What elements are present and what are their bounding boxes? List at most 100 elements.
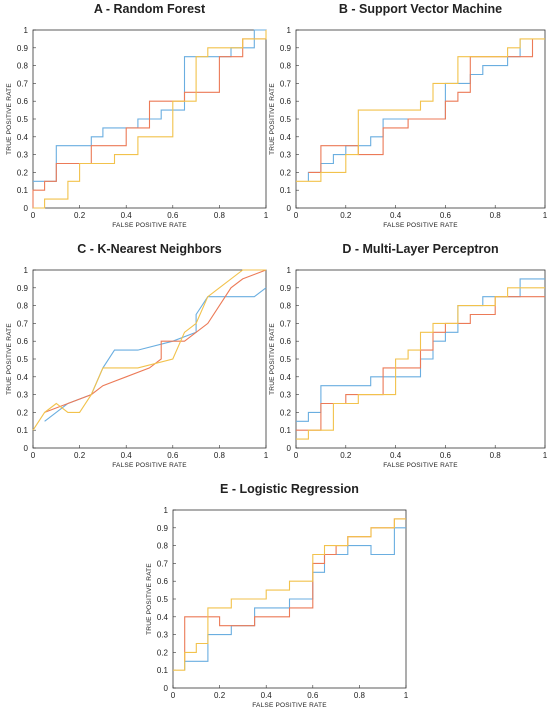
y-tick-label: 0.7 bbox=[17, 79, 29, 88]
y-tick-label: 0.1 bbox=[17, 426, 29, 435]
x-tick-label: 0.4 bbox=[121, 451, 133, 460]
chart-panel-2: B - Support Vector Machine 0 0.1 0.2 0.3 0.4 0… bbox=[269, 2, 548, 229]
y-tick-label: 0.5 bbox=[17, 115, 29, 124]
y-tick-label: 0.9 bbox=[280, 284, 292, 293]
y-tick-label: 0.9 bbox=[17, 284, 29, 293]
y-tick-label: 0.9 bbox=[17, 44, 29, 53]
x-tick-label: 0.8 bbox=[354, 691, 366, 700]
y-tick-label: 0.3 bbox=[280, 151, 292, 160]
x-tick-label: 1 bbox=[264, 211, 269, 220]
y-tick-label: 1 bbox=[287, 266, 292, 275]
x-tick-label: 0.4 bbox=[261, 691, 273, 700]
y-tick-label: 0.3 bbox=[157, 631, 169, 640]
chart-panel-1: A - Random Forest 0 0.1 0.2 0.3 0.4 0.5 0.6 0.7 0… bbox=[6, 2, 269, 229]
chart-title: A - Random Forest bbox=[94, 2, 206, 16]
y-tick-label: 0.3 bbox=[280, 391, 292, 400]
y-tick-label: 1 bbox=[24, 266, 29, 275]
roc-curve-blue bbox=[184, 527, 406, 671]
x-tick-label: 0.6 bbox=[440, 211, 452, 220]
y-tick-label: 0.5 bbox=[280, 115, 292, 124]
y-tick-label: 0.9 bbox=[280, 44, 292, 53]
y-tick-label: 0.5 bbox=[17, 355, 29, 364]
y-tick-label: 0.3 bbox=[17, 391, 29, 400]
y-tick-label: 0.2 bbox=[17, 408, 29, 417]
chart-title: D - Multi-Layer Perceptron bbox=[342, 242, 498, 256]
roc-curve-red bbox=[32, 38, 266, 208]
chart-panel-5: E - Logistic Regression 0 0.1 0.2 0.3 0.4 0.5 0… bbox=[146, 482, 409, 709]
chart-title: E - Logistic Regression bbox=[220, 482, 359, 496]
y-tick-label: 0.4 bbox=[280, 133, 292, 142]
y-tick-label: 0 bbox=[287, 444, 292, 453]
roc-curve-red bbox=[184, 518, 406, 662]
x-tick-label: 0.6 bbox=[440, 451, 452, 460]
y-tick-label: 1 bbox=[287, 26, 292, 35]
roc-curve-blue bbox=[44, 287, 267, 422]
chart-panel-3: C - K-Nearest Neighbors 0 0.1 0.2 0.3 0.4 0.5 0… bbox=[6, 242, 269, 469]
y-tick-label: 0.8 bbox=[17, 302, 29, 311]
chart-title: B - Support Vector Machine bbox=[339, 2, 502, 16]
x-tick-label: 1 bbox=[264, 451, 269, 460]
x-tick-label: 0.2 bbox=[340, 451, 352, 460]
x-tick-label: 0.8 bbox=[214, 211, 226, 220]
x-tick-label: 1 bbox=[404, 691, 409, 700]
y-tick-label: 0.6 bbox=[17, 97, 29, 106]
y-tick-label: 0.6 bbox=[280, 97, 292, 106]
chart-panel-4: D - Multi-Layer Perceptron 0 0.1 0.2 0.3 0.4 0… bbox=[269, 242, 548, 469]
y-tick-label: 0.4 bbox=[17, 373, 29, 382]
roc-curve-yellow bbox=[32, 269, 266, 431]
chart-title: C - K-Nearest Neighbors bbox=[77, 242, 222, 256]
roc-curve-yellow bbox=[33, 30, 267, 209]
x-axis-label: FALSE POSITIVE RATE bbox=[383, 222, 458, 229]
y-tick-label: 0.4 bbox=[280, 373, 292, 382]
x-tick-label: 0.6 bbox=[167, 451, 179, 460]
y-tick-label: 0.5 bbox=[157, 595, 169, 604]
x-tick-label: 1 bbox=[543, 451, 548, 460]
y-tick-label: 0.2 bbox=[280, 168, 292, 177]
roc-curve-yellow bbox=[173, 518, 406, 671]
roc-curve-yellow bbox=[296, 38, 545, 182]
x-tick-label: 0.2 bbox=[74, 211, 86, 220]
y-tick-label: 0 bbox=[164, 684, 169, 693]
x-tick-label: 0.4 bbox=[121, 211, 133, 220]
x-tick-label: 0.2 bbox=[214, 691, 226, 700]
y-tick-label: 0.1 bbox=[17, 186, 29, 195]
x-tick-label: 0.6 bbox=[167, 211, 179, 220]
x-tick-label: 0.2 bbox=[74, 451, 86, 460]
y-tick-label: 0.9 bbox=[157, 524, 169, 533]
y-tick-label: 0.6 bbox=[17, 337, 29, 346]
y-tick-label: 0.7 bbox=[280, 319, 292, 328]
y-tick-label: 0 bbox=[24, 444, 29, 453]
x-tick-label: 0.8 bbox=[490, 451, 502, 460]
y-tick-label: 0.5 bbox=[280, 355, 292, 364]
roc-curve-yellow bbox=[296, 287, 545, 440]
y-tick-label: 0.4 bbox=[17, 133, 29, 142]
y-tick-label: 0.1 bbox=[280, 426, 292, 435]
y-tick-label: 0.8 bbox=[157, 542, 169, 551]
y-tick-label: 1 bbox=[24, 26, 29, 35]
y-axis-label: TRUE POSITIVE RATE bbox=[6, 83, 13, 155]
x-tick-label: 0 bbox=[31, 451, 36, 460]
y-tick-label: 0 bbox=[24, 204, 29, 213]
y-tick-label: 0.7 bbox=[157, 559, 169, 568]
y-tick-label: 0.6 bbox=[280, 337, 292, 346]
x-axis-label: FALSE POSITIVE RATE bbox=[112, 462, 187, 469]
roc-curve-red bbox=[308, 38, 534, 173]
y-tick-label: 0.2 bbox=[17, 168, 29, 177]
y-tick-label: 0 bbox=[287, 204, 292, 213]
x-tick-label: 0.8 bbox=[214, 451, 226, 460]
x-tick-label: 0.4 bbox=[390, 211, 402, 220]
y-tick-label: 0.7 bbox=[17, 319, 29, 328]
y-tick-label: 0.2 bbox=[157, 648, 169, 657]
x-axis-label: FALSE POSITIVE RATE bbox=[252, 702, 327, 709]
y-tick-label: 0.8 bbox=[280, 62, 292, 71]
x-tick-label: 0.8 bbox=[490, 211, 502, 220]
x-axis-label: FALSE POSITIVE RATE bbox=[383, 462, 458, 469]
y-axis-label: TRUE POSITIVE RATE bbox=[146, 563, 153, 635]
y-axis-label: TRUE POSITIVE RATE bbox=[269, 83, 276, 155]
x-tick-label: 0.4 bbox=[390, 451, 402, 460]
y-tick-label: 0.2 bbox=[280, 408, 292, 417]
y-tick-label: 0.1 bbox=[157, 666, 169, 675]
y-tick-label: 0.3 bbox=[17, 151, 29, 160]
y-tick-label: 0.8 bbox=[17, 62, 29, 71]
roc-curve-red bbox=[44, 269, 267, 413]
